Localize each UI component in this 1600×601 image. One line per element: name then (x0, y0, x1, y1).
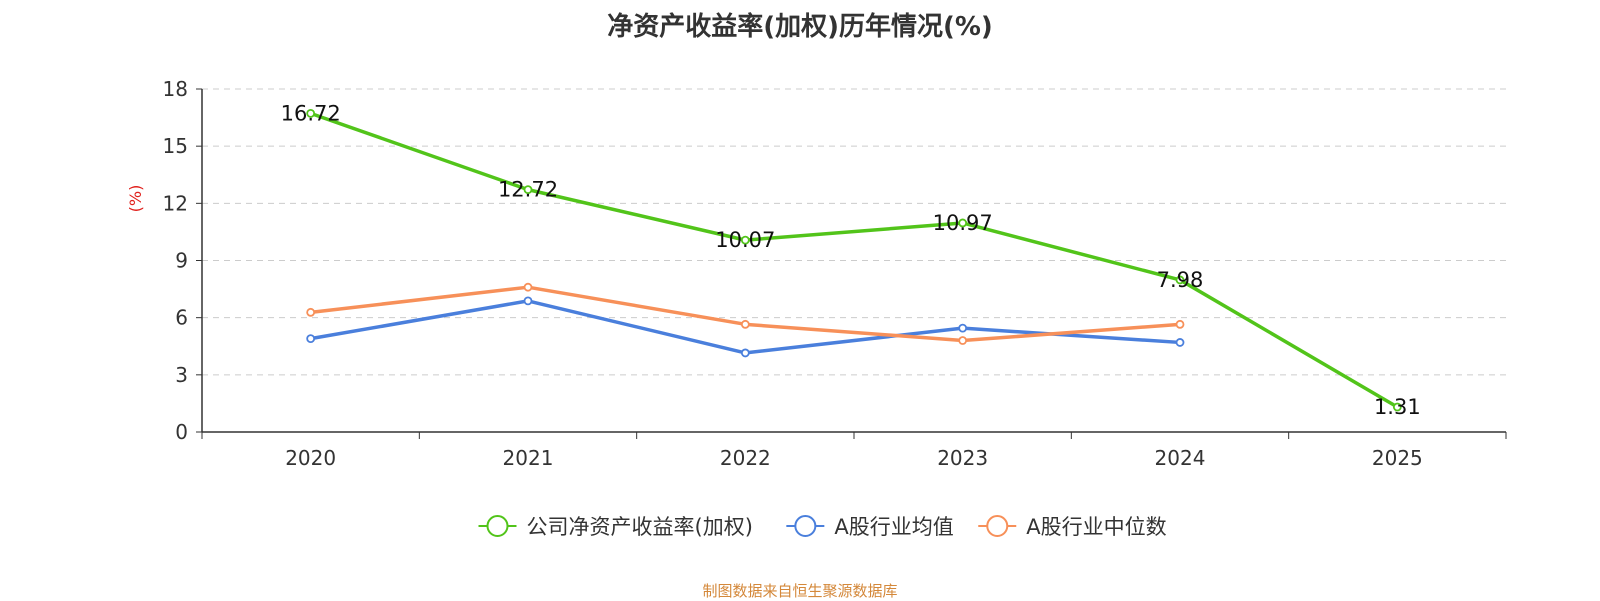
x-tick-label: 2022 (720, 446, 771, 470)
y-tick-label: 15 (163, 134, 188, 158)
series-line-2 (310, 285, 1181, 343)
y-tick-label: 9 (175, 249, 188, 273)
x-tick-label: 2024 (1155, 446, 1206, 470)
grid-lines (202, 88, 1506, 376)
data-point[interactable] (1175, 319, 1185, 329)
y-axis-label: (%) (126, 185, 145, 213)
data-label: 10.97 (933, 211, 993, 235)
x-tick-label: 2020 (285, 446, 336, 470)
data-point[interactable] (1175, 338, 1185, 347)
legend-label: A股行业均值 (834, 515, 953, 539)
legend[interactable]: 公司净资产收益率(加权) A股行业均值 A股行业中位数 (478, 515, 1167, 539)
data-label: 12.72 (498, 178, 558, 202)
data-point[interactable] (523, 185, 533, 195)
data-point[interactable] (523, 282, 533, 292)
x-tick-label: 2021 (503, 446, 554, 470)
data-point[interactable] (523, 296, 533, 306)
data-label: 1.31 (1374, 395, 1421, 419)
data-label: 7.98 (1157, 268, 1204, 292)
legend-item-1[interactable]: A股行业均值 (786, 515, 954, 539)
data-point[interactable] (306, 108, 316, 118)
axes: 0 3 6 9 12 15 18 2020 2021 2022 2023 2024 2025 (%) (126, 77, 1507, 470)
chart-title: 净资产收益率(加权)历年情况(%) (607, 12, 993, 42)
legend-swatch-circle (794, 515, 817, 537)
legend-swatch-circle (986, 515, 1009, 537)
legend-item-2[interactable]: A股行业中位数 (978, 515, 1167, 539)
data-point[interactable] (958, 218, 968, 228)
data-point[interactable] (306, 307, 316, 317)
legend-swatch-circle (486, 515, 509, 537)
y-tick-label: 6 (175, 306, 188, 330)
data-labels: 16.72 12.72 10.07 10.97 7.98 1.31 (281, 101, 1421, 419)
data-point[interactable] (958, 323, 968, 333)
data-point[interactable] (1175, 275, 1185, 285)
x-tick-label: 2023 (937, 446, 988, 470)
legend-item-0[interactable]: 公司净资产收益率(加权) (478, 515, 753, 539)
series-line-0 (310, 111, 1399, 409)
data-point[interactable] (958, 336, 968, 345)
data-point[interactable] (1392, 402, 1402, 412)
x-tick-label: 2025 (1372, 446, 1423, 470)
y-tick-label: 3 (175, 363, 188, 387)
data-point[interactable] (740, 348, 750, 358)
series-points (306, 108, 1402, 412)
data-point[interactable] (306, 334, 316, 344)
y-tick-label: 18 (163, 77, 188, 101)
data-label: 10.07 (715, 228, 775, 252)
y-tick-label: 12 (163, 191, 188, 215)
legend-label: 公司净资产收益率(加权) (527, 515, 753, 539)
data-point[interactable] (740, 235, 750, 245)
data-label: 16.72 (281, 101, 341, 125)
legend-label: A股行业中位数 (1026, 515, 1166, 539)
y-tick-label: 0 (175, 420, 188, 444)
source-note: 制图数据来自恒生聚源数据库 (702, 582, 898, 600)
data-point[interactable] (740, 319, 750, 329)
